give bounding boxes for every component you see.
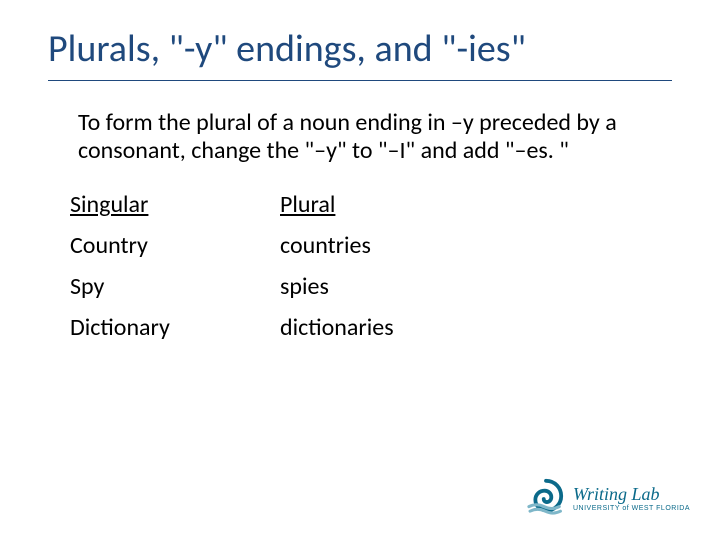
body-paragraph: To form the plural of a noun ending in –… [78,109,658,167]
nautilus-icon [527,477,565,520]
logo-sub-text: UNIVERSITY of WEST FLORIDA [573,505,690,512]
table-header-row: Singular Plural [70,184,510,225]
cell-singular: Country [70,225,280,266]
column-header-singular: Singular [70,184,280,225]
cell-plural: spies [280,266,510,307]
table-row: Country countries [70,225,510,266]
title-underline [48,80,672,81]
plural-table: Singular Plural Country countries Spy sp… [70,184,672,348]
cell-singular: Dictionary [70,307,280,348]
table-row: Spy spies [70,266,510,307]
cell-plural: countries [280,225,510,266]
logo-main-text: Writing Lab [573,485,690,503]
slide: Plurals, "-y" endings, and "-ies" To for… [0,0,720,540]
footer-logo: Writing Lab UNIVERSITY of WEST FLORIDA [527,477,690,520]
cell-plural: dictionaries [280,307,510,348]
logo-text: Writing Lab UNIVERSITY of WEST FLORIDA [573,485,690,512]
table-row: Dictionary dictionaries [70,307,510,348]
column-header-plural: Plural [280,184,510,225]
cell-singular: Spy [70,266,280,307]
slide-title: Plurals, "-y" endings, and "-ies" [48,28,672,72]
